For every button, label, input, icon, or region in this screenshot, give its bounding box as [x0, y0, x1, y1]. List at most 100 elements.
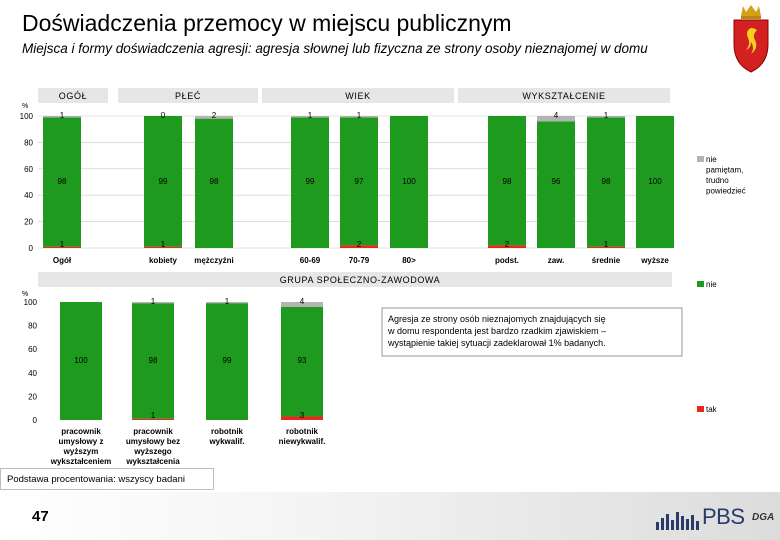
data-label-nie: 99: [223, 356, 232, 365]
bar-segment-nie-pamietam: [537, 116, 575, 122]
y-tick-label: 100: [24, 298, 38, 307]
bar-segment-tak: [281, 416, 323, 420]
group-header-bg: [262, 88, 454, 103]
percent-label: %: [22, 103, 28, 110]
data-label-nie-pamietam: 1: [604, 111, 609, 120]
y-tick-label: 40: [28, 369, 37, 378]
category-label: wyższe: [640, 256, 669, 265]
annotation-text: Agresja ze strony osób nieznajomych znaj…: [388, 314, 606, 324]
data-label-nie: 98: [210, 177, 219, 186]
legend-label-nie-pamietam: nie: [706, 155, 717, 164]
y-tick-label: 0: [33, 416, 38, 425]
bar-segment-nie: [587, 117, 625, 247]
group-header-bg: [118, 88, 258, 103]
annotation-text: w domu respondenta jest bardzo rzadkim z…: [387, 326, 606, 336]
bar-segment-nie-pamietam: [340, 116, 378, 118]
logo-sub: DGA: [752, 512, 775, 523]
data-label-nie: 93: [298, 356, 307, 365]
logo-bars-icon: [656, 512, 699, 530]
data-label-nie: 100: [74, 356, 88, 365]
legend-label-tak: tak: [706, 405, 718, 414]
data-label-tak: 2: [357, 240, 362, 249]
bar-segment-nie-pamietam: [281, 302, 323, 307]
group-header-label: WYKSZTAŁCENIE: [522, 91, 605, 101]
data-label-tak: 2: [505, 240, 510, 249]
category-label: pracownik: [61, 427, 101, 436]
bar-segment-tak: [488, 245, 526, 248]
data-label-nie: 100: [648, 177, 662, 186]
bar-segment-nie: [144, 116, 182, 247]
data-label-nie: 99: [159, 177, 168, 186]
y-tick-label: 80: [24, 138, 33, 147]
y-tick-label: 100: [20, 112, 34, 121]
category-label: umysłowy z: [59, 437, 104, 446]
bar-segment-nie: [537, 121, 575, 248]
data-label-nie: 98: [602, 177, 611, 186]
category-label: wyższego: [133, 447, 171, 456]
annotation-box: [381, 307, 683, 357]
bar-segment-nie: [132, 303, 174, 419]
data-label-nie: 98: [503, 177, 512, 186]
coat-of-arms-icon: [733, 5, 769, 73]
category-label: umysłowy bez: [126, 437, 180, 446]
category-label: Ogół: [53, 256, 72, 265]
data-label-nie-pamietam: 4: [554, 111, 559, 120]
logo-brand: PBS: [702, 504, 745, 529]
data-label-nie-pamietam: 1: [60, 111, 65, 120]
bar-segment-nie: [281, 306, 323, 417]
data-label-tak: 1: [161, 240, 166, 249]
bar-segment-nie-pamietam: [587, 116, 625, 118]
y-tick-label: 60: [28, 345, 37, 354]
data-label-nie-pamietam: 2: [212, 111, 217, 120]
bar-segment-nie: [43, 117, 81, 247]
bar-segment-tak: [132, 418, 174, 420]
data-label-nie-pamietam: 1: [357, 111, 362, 120]
category-label: wykształcenia: [125, 457, 180, 466]
category-label: pracownik: [133, 427, 173, 436]
legend-label-nie-pamietam: powiedzieć: [706, 187, 746, 196]
bottom-band: [0, 492, 780, 540]
y-tick-label: 80: [28, 322, 37, 331]
group-header-bg: [38, 272, 672, 287]
bar-segment-nie: [206, 303, 248, 420]
y-tick-label: 20: [24, 218, 33, 227]
y-tick-label: 0: [29, 244, 34, 253]
bar-segment-nie: [60, 302, 102, 420]
group-header-label: GRUPA SPOŁECZNO-ZAWODOWA: [280, 275, 441, 285]
data-label-nie: 99: [306, 177, 315, 186]
data-label-nie-pamietam: 4: [300, 297, 305, 306]
group-header-bg: [38, 88, 108, 103]
bar-segment-nie-pamietam: [132, 302, 174, 304]
bar-segment-nie: [636, 116, 674, 248]
data-label-tak: 1: [60, 240, 65, 249]
base-footnote: Podstawa procentowania: wszyscy badani: [0, 468, 214, 490]
category-label: wyższym: [63, 447, 99, 456]
legend-label-nie-pamietam: trudno: [706, 176, 729, 185]
category-label: średnie: [592, 256, 621, 265]
category-label: wykwalif.: [208, 437, 244, 446]
legend-swatch-tak: [697, 406, 704, 412]
bar-segment-tak: [340, 245, 378, 248]
category-label: robotnik: [211, 427, 244, 436]
legend-swatch-nie: [697, 281, 704, 287]
data-label-tak: 1: [151, 411, 156, 420]
data-label-tak: 3: [300, 411, 305, 420]
category-label: kobiety: [149, 256, 178, 265]
data-label-nie-pamietam: 1: [225, 297, 230, 306]
category-label: zaw.: [548, 256, 565, 265]
data-label-nie: 96: [552, 177, 561, 186]
data-label-nie-pamietam: 1: [308, 111, 313, 120]
bar-segment-nie-pamietam: [206, 302, 248, 304]
category-label: 60-69: [300, 256, 321, 265]
bar-segment-nie: [291, 117, 329, 248]
category-label: 70-79: [349, 256, 370, 265]
category-label: niewykwalif.: [279, 437, 326, 446]
category-label: wykształceniem: [50, 457, 111, 466]
y-tick-label: 60: [24, 165, 33, 174]
legend-swatch-nie-pamietam: [697, 156, 704, 162]
percent-label: %: [22, 291, 28, 298]
bar-segment-nie-pamietam: [291, 116, 329, 118]
pbs-logo: PBS DGA: [650, 504, 778, 534]
y-tick-label: 40: [24, 191, 33, 200]
